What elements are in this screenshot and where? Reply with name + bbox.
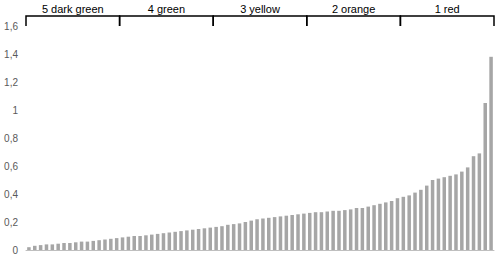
svg-text:2 orange: 2 orange xyxy=(332,3,375,15)
svg-text:1: 1 xyxy=(12,105,18,116)
svg-text:0,2: 0,2 xyxy=(4,217,18,228)
svg-text:1,4: 1,4 xyxy=(4,49,18,60)
svg-text:1 red: 1 red xyxy=(435,3,460,15)
svg-text:1,6: 1,6 xyxy=(4,21,18,32)
svg-text:0,8: 0,8 xyxy=(4,133,18,144)
svg-text:0,6: 0,6 xyxy=(4,161,18,172)
svg-text:0,4: 0,4 xyxy=(4,189,18,200)
svg-text:1,2: 1,2 xyxy=(4,77,18,88)
svg-text:0: 0 xyxy=(12,245,18,256)
svg-text:5 dark green: 5 dark green xyxy=(42,3,104,15)
svg-text:4 green: 4 green xyxy=(148,3,185,15)
svg-text:3 yellow: 3 yellow xyxy=(240,3,280,15)
